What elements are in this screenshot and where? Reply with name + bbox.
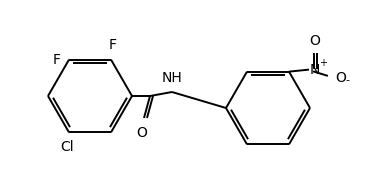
Text: +: +	[319, 58, 327, 68]
Text: -: -	[345, 75, 349, 85]
Text: Cl: Cl	[60, 140, 74, 154]
Text: NH: NH	[162, 71, 182, 85]
Text: N: N	[310, 63, 320, 77]
Text: O: O	[310, 34, 320, 48]
Text: F: F	[53, 53, 61, 67]
Text: O: O	[335, 71, 346, 85]
Text: O: O	[137, 126, 147, 140]
Text: F: F	[109, 38, 117, 52]
